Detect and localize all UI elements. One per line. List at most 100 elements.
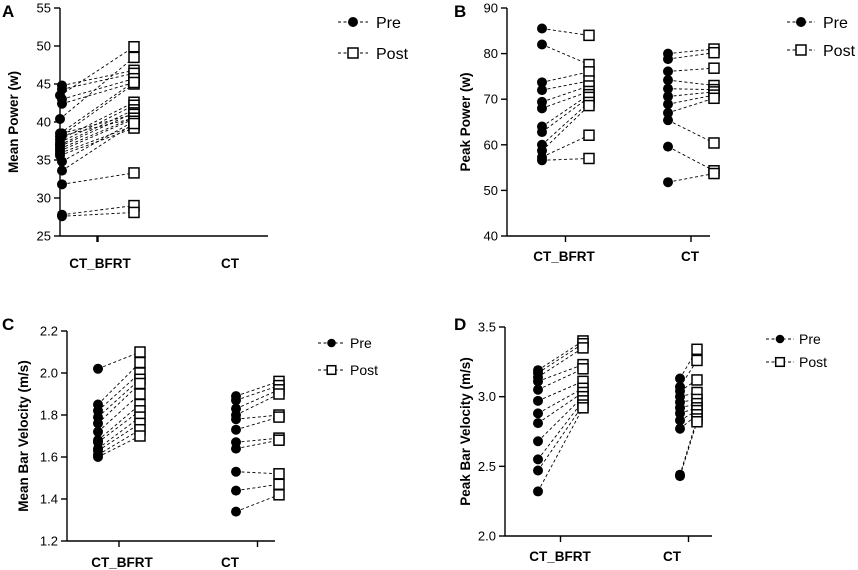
pre-marker — [675, 373, 685, 384]
pair-line — [59, 117, 135, 150]
pair-line — [541, 71, 590, 83]
y-tick-label: 2.0 — [478, 529, 496, 544]
y-axis-label: Mean Power (w) — [6, 71, 21, 173]
post-marker — [583, 99, 595, 112]
category-label: CT_BFRT — [91, 555, 153, 570]
pre-marker — [57, 156, 67, 167]
legend-pre-marker — [327, 338, 336, 348]
pre-marker — [57, 98, 67, 109]
post-marker — [273, 468, 285, 480]
pre-marker — [663, 83, 673, 94]
pair-line — [541, 97, 590, 133]
pair-line — [97, 351, 141, 370]
panel-letter: D — [454, 315, 466, 334]
pre-marker — [663, 107, 673, 118]
pair-line — [97, 435, 141, 458]
post-marker — [128, 206, 140, 219]
pre-marker — [533, 486, 543, 497]
post-marker — [708, 92, 720, 105]
y-tick-label: 45 — [37, 77, 51, 92]
pair-line — [61, 82, 135, 105]
pre-marker — [663, 75, 673, 86]
pair-line — [97, 362, 141, 405]
pair-line — [667, 97, 715, 114]
pre-marker — [93, 418, 103, 429]
pair-line — [679, 418, 698, 475]
post-marker — [691, 415, 703, 428]
chart-panel-d: D 2.0 2.5 3.0 3.5 Peak Bar Velocity (m/s) CT_B… — [454, 315, 827, 564]
pair-line — [97, 404, 141, 441]
legend-pre-label: Pre — [350, 335, 372, 351]
y-tick-label: 2.2 — [40, 324, 58, 339]
pair-line — [59, 125, 135, 154]
pre-marker — [533, 376, 543, 387]
pre-marker — [533, 395, 543, 406]
post-marker — [134, 356, 146, 369]
post-marker — [134, 346, 146, 358]
post-marker — [583, 152, 595, 165]
post-marker — [128, 167, 140, 179]
pre-marker — [537, 39, 547, 50]
y-axis-label: Mean Bar Velocity (m/s) — [16, 360, 31, 512]
legend-post-marker — [326, 364, 337, 376]
pair-line — [541, 105, 590, 152]
chart-panel-a: A 25 30 35 40 45 50 55 Mean Power (w) CT_BFRT CT Pr… — [2, 1, 409, 272]
pair-line — [61, 78, 135, 100]
pair-line — [541, 80, 590, 91]
y-tick-label: 2.5 — [478, 459, 496, 474]
post-marker — [128, 41, 140, 53]
post-marker — [273, 489, 285, 501]
pair-line — [61, 172, 135, 185]
legend-pre-label: Pre — [376, 15, 401, 32]
y-tick-label: 2.0 — [40, 366, 58, 381]
pair-line — [97, 429, 141, 456]
pair-line — [59, 118, 135, 152]
legend: Pre Post — [338, 15, 409, 63]
pair-line — [537, 407, 584, 492]
pair-line — [667, 67, 715, 72]
pair-line — [59, 101, 135, 140]
post-marker — [273, 411, 285, 423]
y-tick-label: 25 — [37, 229, 51, 244]
pre-marker — [57, 165, 67, 176]
pre-marker — [537, 155, 547, 166]
y-tick-label: 40 — [484, 229, 498, 244]
pair-line — [537, 392, 584, 424]
pair-line — [97, 423, 141, 452]
pair-line — [61, 120, 135, 162]
pre-marker — [57, 130, 67, 141]
pre-marker — [663, 91, 673, 102]
pair-line — [541, 28, 590, 36]
pair-line — [97, 372, 141, 412]
pair-line — [235, 380, 280, 397]
pair-line — [537, 364, 584, 382]
legend: Pre Post — [766, 331, 827, 370]
legend: Pre Post — [787, 15, 856, 60]
pair-line — [59, 81, 135, 134]
pre-marker — [537, 23, 547, 34]
pair-line — [59, 112, 135, 147]
pre-marker — [55, 113, 65, 124]
pre-marker — [57, 84, 67, 95]
y-tick-label: 3.5 — [478, 320, 496, 335]
pre-marker — [533, 465, 543, 476]
pre-marker — [231, 395, 241, 406]
legend-post-label: Post — [350, 362, 378, 378]
pre-marker — [663, 115, 673, 126]
legend-pre-marker — [775, 334, 785, 344]
panel-letter: B — [454, 2, 466, 21]
pre-marker — [231, 506, 241, 517]
category-label: CT — [681, 249, 700, 264]
post-marker — [128, 117, 140, 130]
pre-marker — [533, 408, 543, 419]
y-tick-label: 55 — [37, 1, 51, 16]
pre-marker — [533, 384, 543, 395]
legend-post-marker — [795, 44, 807, 56]
y-tick-label: 35 — [37, 153, 51, 168]
pair-line — [235, 414, 280, 420]
pair-line — [541, 91, 590, 109]
pre-marker — [675, 408, 685, 419]
y-tick-label: 80 — [484, 46, 498, 61]
pair-line — [537, 404, 584, 471]
